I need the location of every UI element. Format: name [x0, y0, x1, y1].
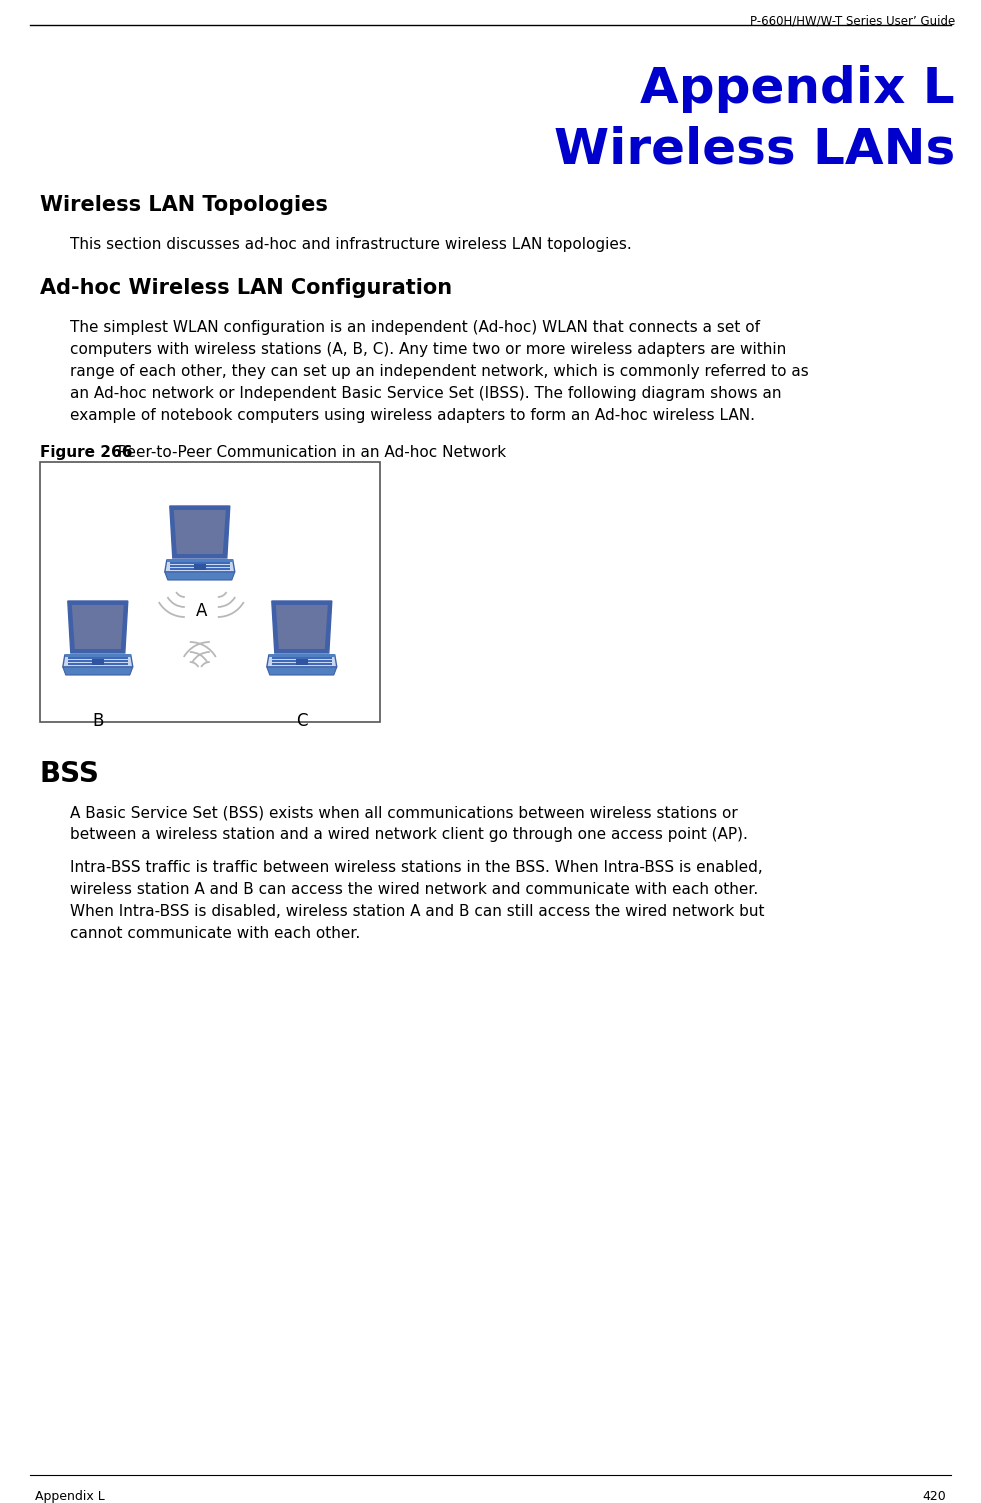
Bar: [40, 461, 380, 721]
Bar: [68, 663, 128, 664]
Text: Intra-BSS traffic is traffic between wireless stations in the BSS. When Intra-BS: Intra-BSS traffic is traffic between wir…: [70, 860, 763, 875]
Polygon shape: [63, 655, 132, 667]
Bar: [68, 660, 128, 661]
Text: Figure 266: Figure 266: [40, 445, 132, 460]
Bar: [170, 568, 230, 570]
Bar: [92, 658, 104, 664]
Text: between a wireless station and a wired network client go through one access poin: between a wireless station and a wired n…: [70, 827, 748, 842]
Text: The simplest WLAN configuration is an independent (Ad-hoc) WLAN that connects a : The simplest WLAN configuration is an in…: [70, 320, 760, 335]
Text: example of notebook computers using wireless adapters to form an Ad-hoc wireless: example of notebook computers using wire…: [70, 407, 755, 422]
Bar: [194, 564, 206, 570]
Text: This section discusses ad-hoc and infrastructure wireless LAN topologies.: This section discusses ad-hoc and infras…: [70, 237, 632, 253]
Polygon shape: [72, 606, 124, 649]
Text: A Basic Service Set (BSS) exists when all communications between wireless statio: A Basic Service Set (BSS) exists when al…: [70, 806, 738, 821]
Text: cannot communicate with each other.: cannot communicate with each other.: [70, 926, 360, 941]
Text: Peer-to-Peer Communication in an Ad-hoc Network: Peer-to-Peer Communication in an Ad-hoc …: [108, 445, 506, 460]
Text: Wireless LANs: Wireless LANs: [553, 125, 955, 173]
Text: Appendix L: Appendix L: [641, 65, 955, 113]
Polygon shape: [170, 507, 230, 558]
Bar: [65, 654, 130, 657]
Polygon shape: [68, 601, 128, 652]
Text: P-660H/HW/W-T Series User’ Guide: P-660H/HW/W-T Series User’ Guide: [749, 15, 955, 29]
Text: Appendix L: Appendix L: [35, 1489, 105, 1503]
Text: computers with wireless stations (A, B, C). Any time two or more wireless adapte: computers with wireless stations (A, B, …: [70, 343, 786, 358]
Polygon shape: [272, 601, 332, 652]
Bar: [296, 658, 308, 664]
Polygon shape: [165, 573, 234, 580]
Bar: [170, 565, 230, 567]
Bar: [272, 660, 332, 661]
Text: Ad-hoc Wireless LAN Configuration: Ad-hoc Wireless LAN Configuration: [40, 278, 452, 298]
Bar: [272, 657, 332, 658]
Bar: [272, 663, 332, 664]
Text: Wireless LAN Topologies: Wireless LAN Topologies: [40, 195, 328, 215]
Polygon shape: [267, 655, 336, 667]
Text: wireless station A and B can access the wired network and communicate with each : wireless station A and B can access the …: [70, 882, 758, 897]
Bar: [269, 654, 335, 657]
Text: When Intra-BSS is disabled, wireless station A and B can still access the wired : When Intra-BSS is disabled, wireless sta…: [70, 903, 764, 918]
Polygon shape: [267, 667, 336, 675]
Polygon shape: [174, 510, 226, 555]
Text: an Ad-hoc network or Independent Basic Service Set (IBSS). The following diagram: an Ad-hoc network or Independent Basic S…: [70, 386, 782, 401]
Text: A: A: [196, 603, 208, 621]
Polygon shape: [165, 561, 234, 573]
Text: B: B: [92, 712, 103, 730]
Text: BSS: BSS: [40, 761, 100, 788]
Bar: [170, 562, 230, 564]
Polygon shape: [63, 667, 132, 675]
Text: range of each other, they can set up an independent network, which is commonly r: range of each other, they can set up an …: [70, 364, 808, 379]
Text: 420: 420: [922, 1489, 946, 1503]
Polygon shape: [276, 606, 328, 649]
Text: C: C: [296, 712, 308, 730]
Bar: [167, 559, 232, 562]
Bar: [68, 657, 128, 658]
